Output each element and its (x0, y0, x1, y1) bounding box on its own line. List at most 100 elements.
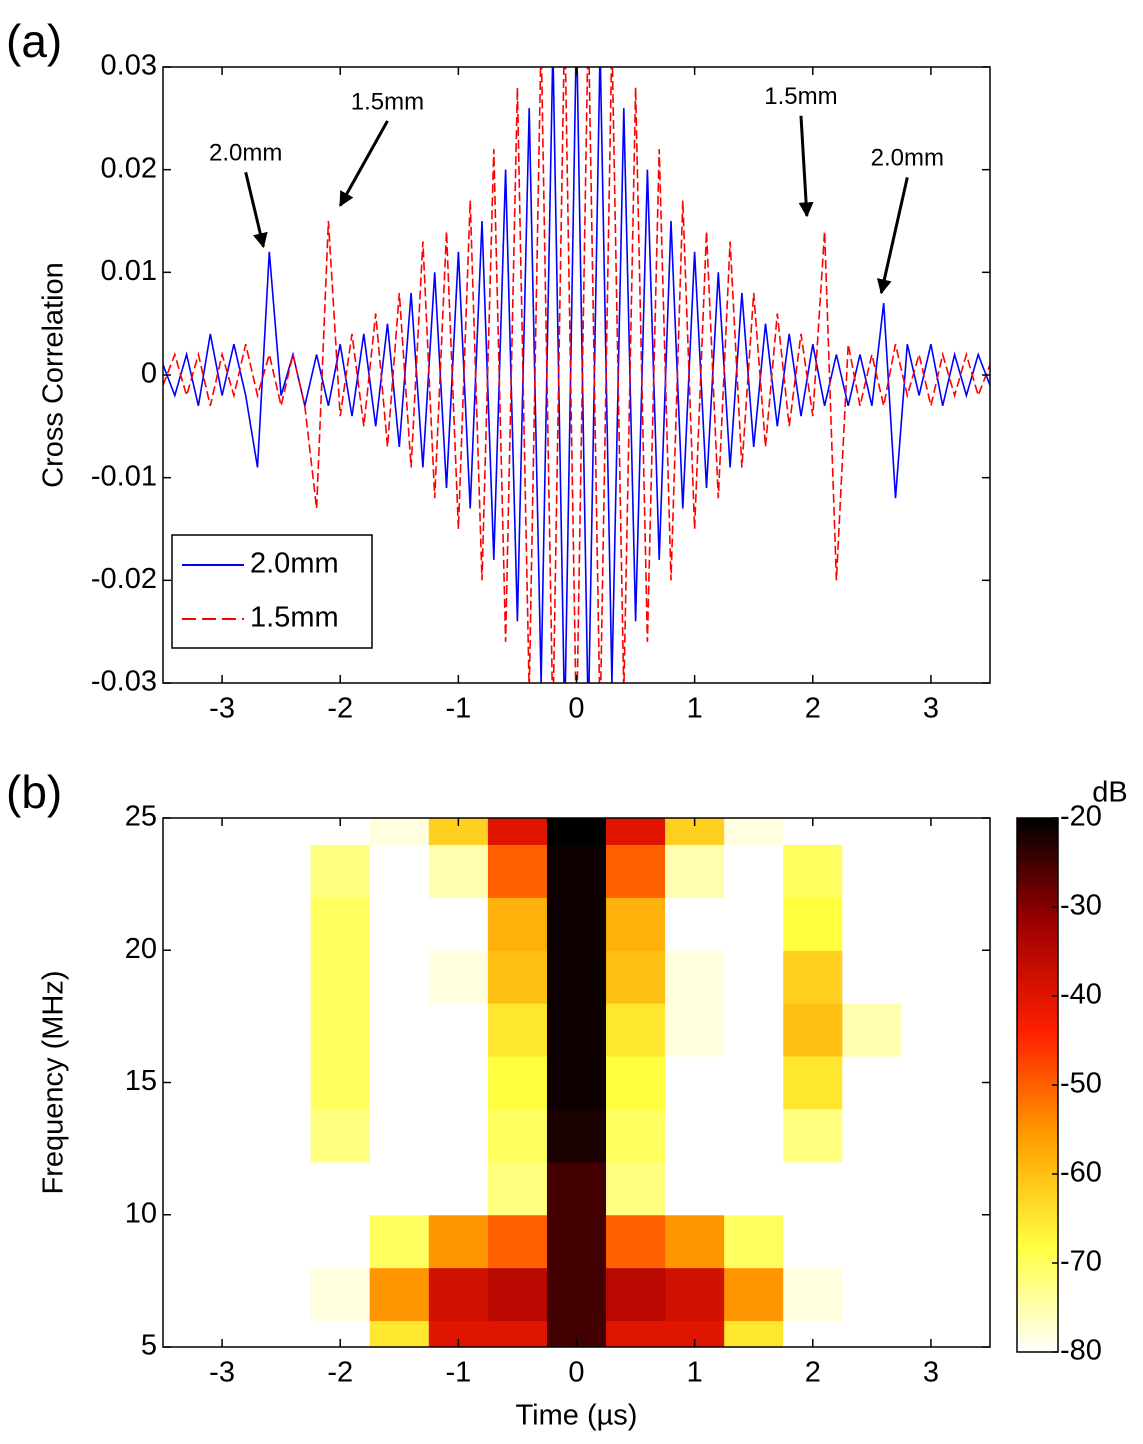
colorbar-segment (1017, 1089, 1058, 1095)
heatmap-cell (783, 1003, 843, 1057)
heatmap-cell (369, 818, 430, 845)
colorbar-segment (1017, 1231, 1058, 1237)
heatmap-cell (428, 1056, 489, 1110)
colorbar-segment (1017, 902, 1058, 908)
heatmap-cell (487, 950, 548, 1004)
heatmap-cell (606, 897, 666, 951)
heatmap-cell (369, 1003, 430, 1057)
heatmap-cell (960, 1267, 990, 1322)
heatmap-cell (783, 950, 843, 1004)
heatmap-cell (606, 818, 666, 845)
colorbar-segment (1017, 1240, 1058, 1246)
colorbar-segment (1017, 938, 1058, 944)
heatmap-cell (251, 897, 312, 951)
heatmap-cell (960, 818, 990, 845)
colorbar-segment (1017, 1329, 1058, 1335)
colorbar-tick-label: -50 (1060, 1068, 1102, 1100)
heatmap-cell (487, 1161, 548, 1216)
colorbar-segment (1017, 1258, 1058, 1264)
colorbar-segment (1017, 920, 1058, 926)
heatmap-cell (369, 1267, 430, 1322)
annotation-text: 2.0mm (209, 140, 282, 167)
y-tick-label: 5 (141, 1330, 157, 1362)
panel-label: (b) (6, 766, 62, 818)
colorbar-segment (1017, 880, 1058, 886)
heatmap-cell (842, 1161, 902, 1216)
heatmap-cell (487, 897, 548, 951)
heatmap-cell (251, 1267, 312, 1322)
colorbar-segment (1017, 1196, 1058, 1202)
colorbar-segment (1017, 1254, 1058, 1260)
heatmap-cell (428, 844, 489, 898)
heatmap-cell (310, 1267, 371, 1322)
legend-label: 2.0mm (250, 548, 339, 580)
colorbar-segment (1017, 1289, 1058, 1295)
heatmap-cell (842, 1003, 902, 1057)
heatmap-cell (546, 897, 607, 951)
heatmap-cell (369, 1320, 430, 1347)
colorbar-segment (1017, 1085, 1058, 1091)
heatmap-cell (163, 950, 194, 1004)
heatmap-cell (606, 1003, 666, 1057)
colorbar-segment (1017, 1245, 1058, 1251)
colorbar-segment (1017, 1303, 1058, 1309)
y-tick-label: 0 (141, 358, 157, 390)
y-tick-label: -0.03 (91, 666, 157, 698)
colorbar-segment (1017, 1205, 1058, 1211)
colorbar-segment (1017, 1080, 1058, 1086)
heatmap-cell (665, 1056, 725, 1110)
colorbar-segment (1017, 1076, 1058, 1082)
heatmap-cell (783, 1056, 843, 1110)
colorbar-segment (1017, 1187, 1058, 1193)
colorbar-segment (1017, 1218, 1058, 1224)
heatmap-cell (665, 1108, 725, 1163)
heatmap-cell (192, 1056, 253, 1110)
heatmap-cell (724, 1267, 784, 1322)
heatmap-cell (606, 1267, 666, 1322)
heatmap-cell (960, 1214, 990, 1269)
heatmap-cell (163, 1108, 194, 1163)
heatmap-cell (606, 844, 666, 898)
heatmap-cell (487, 1003, 548, 1057)
y-tick-label: -0.01 (91, 460, 157, 492)
colorbar-segment (1017, 1151, 1058, 1157)
heatmap-cell (783, 1161, 843, 1216)
heatmap-cell (192, 1161, 253, 1216)
x-tick-label: -3 (209, 693, 235, 725)
heatmap-cell (842, 1267, 902, 1322)
heatmap-cell (724, 1108, 784, 1163)
heatmap-cell (487, 1214, 548, 1269)
heatmap-cell (310, 1214, 371, 1269)
series-line (163, 67, 990, 683)
heatmap-cell (487, 1267, 548, 1322)
heatmap-cell (606, 1108, 666, 1163)
colorbar-segment (1017, 1031, 1058, 1037)
heatmap-cell (960, 950, 990, 1004)
colorbar-segment (1017, 1320, 1058, 1326)
heatmap-cell (960, 1108, 990, 1163)
colorbar-segment (1017, 831, 1058, 837)
colorbar-segment (1017, 951, 1058, 957)
colorbar-segment (1017, 1093, 1058, 1099)
y-tick-label: 0.02 (101, 152, 157, 184)
colorbar-segment (1017, 1098, 1058, 1104)
colorbar-segment (1017, 1209, 1058, 1215)
colorbar-segment (1017, 1249, 1058, 1255)
colorbar-segment (1017, 1102, 1058, 1108)
heatmap-cell (369, 1056, 430, 1110)
heatmap-cell (163, 1161, 194, 1216)
colorbar-segment (1017, 1191, 1058, 1197)
heatmap-cell (901, 1267, 961, 1322)
heatmap-cell (665, 1267, 725, 1322)
heatmap-cell (842, 897, 902, 951)
colorbar-segment (1017, 1142, 1058, 1148)
colorbar-segment (1017, 1067, 1058, 1073)
heatmap-cell (251, 818, 312, 845)
x-tick-label: 1 (687, 1357, 703, 1389)
heatmap-cell (901, 1161, 961, 1216)
heatmap-cell (251, 844, 312, 898)
heatmap-cell (428, 1161, 489, 1216)
legend-label: 1.5mm (250, 602, 339, 634)
